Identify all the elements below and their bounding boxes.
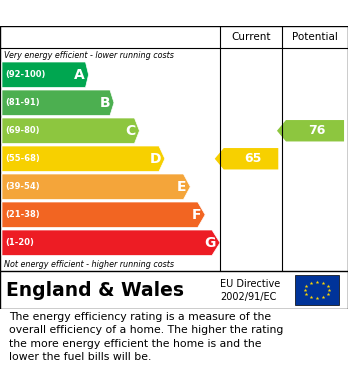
Text: Very energy efficient - lower running costs: Very energy efficient - lower running co… (4, 50, 174, 59)
Text: (21-38): (21-38) (5, 210, 40, 219)
Text: (55-68): (55-68) (5, 154, 40, 163)
Text: Current: Current (231, 32, 271, 42)
Polygon shape (215, 148, 278, 169)
Text: E: E (177, 180, 186, 194)
Polygon shape (2, 118, 140, 143)
Text: England & Wales: England & Wales (6, 280, 184, 300)
Polygon shape (277, 120, 344, 142)
Text: The energy efficiency rating is a measure of the
overall efficiency of a home. T: The energy efficiency rating is a measur… (9, 312, 283, 362)
Text: (69-80): (69-80) (5, 126, 40, 135)
Text: 76: 76 (308, 124, 326, 137)
Polygon shape (2, 146, 165, 172)
Polygon shape (2, 202, 205, 228)
Text: 65: 65 (244, 152, 262, 165)
Polygon shape (2, 62, 88, 88)
Text: EU Directive: EU Directive (220, 279, 280, 289)
Bar (295, 275, 339, 305)
Text: B: B (100, 96, 110, 110)
Text: Not energy efficient - higher running costs: Not energy efficient - higher running co… (4, 260, 174, 269)
Text: 2002/91/EC: 2002/91/EC (220, 292, 276, 302)
Text: D: D (149, 152, 161, 166)
Text: (1-20): (1-20) (5, 238, 34, 247)
Text: A: A (74, 68, 85, 82)
Text: C: C (125, 124, 135, 138)
Polygon shape (2, 90, 114, 115)
Text: G: G (205, 236, 216, 250)
Text: (92-100): (92-100) (5, 70, 45, 79)
Text: Potential: Potential (292, 32, 338, 42)
Text: F: F (192, 208, 201, 222)
Text: (81-91): (81-91) (5, 98, 40, 107)
Text: Energy Efficiency Rating: Energy Efficiency Rating (9, 5, 211, 20)
Polygon shape (2, 174, 190, 199)
Text: (39-54): (39-54) (5, 182, 40, 191)
Polygon shape (2, 230, 220, 255)
